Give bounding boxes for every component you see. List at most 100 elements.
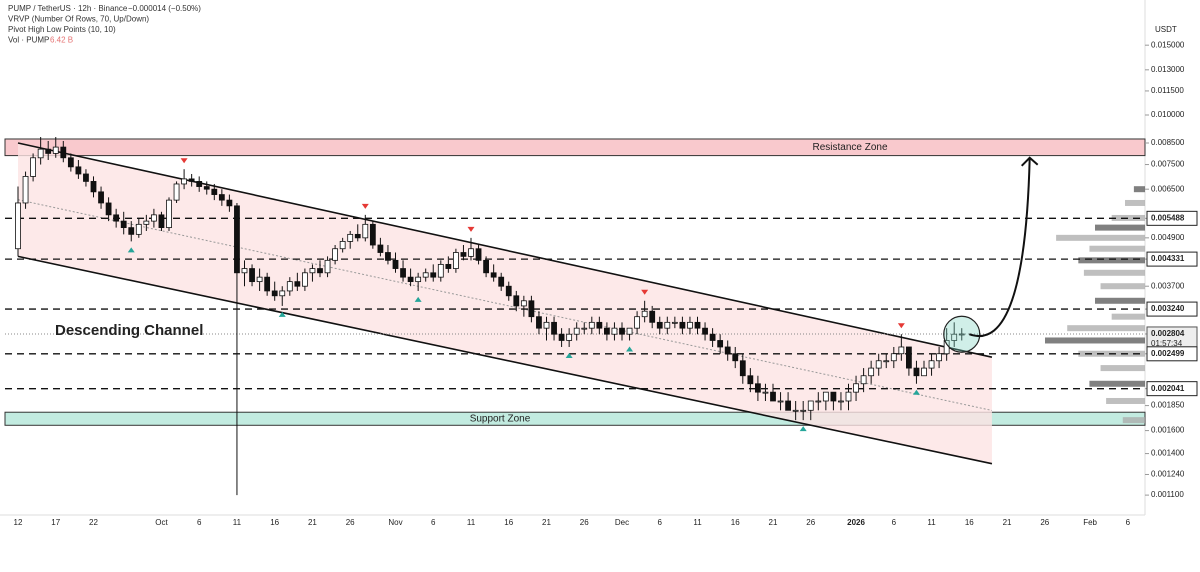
countdown: 01:57:34 — [1151, 339, 1183, 348]
candle-body — [150, 214, 157, 222]
candle-body — [294, 281, 301, 287]
candle-body — [626, 327, 633, 335]
y-tick-label: 0.008500 — [1151, 138, 1185, 147]
candle-body — [166, 199, 172, 229]
x-tick-label: 22 — [89, 518, 98, 527]
candle-body — [958, 333, 965, 336]
x-tick-label: 26 — [806, 518, 815, 527]
y-tick-label: 0.013000 — [1151, 65, 1185, 74]
candle-body — [173, 183, 180, 201]
candle-body — [656, 321, 663, 329]
candle-body — [324, 259, 331, 274]
candle-body — [528, 300, 535, 318]
pivot-low-marker — [912, 389, 920, 395]
volume-profile-bar — [1100, 365, 1145, 372]
candle-body — [785, 400, 791, 411]
candle-body — [702, 327, 708, 335]
candle-body — [853, 383, 859, 393]
level-label-box — [1146, 251, 1198, 267]
candle-body — [807, 400, 814, 411]
x-tick-label: 6 — [658, 518, 663, 527]
volume-profile-bar — [1122, 417, 1145, 424]
x-tick-label: 11 — [233, 518, 242, 527]
legend-line: Pivot High Low Points (10, 10) — [8, 25, 116, 34]
candle-body — [581, 327, 588, 330]
y-tick-label: 0.002041 — [1151, 384, 1185, 393]
pivot-high-marker — [467, 226, 475, 232]
volume-profile-bar — [1133, 186, 1145, 193]
volume-profile-bar — [1083, 269, 1145, 276]
volume-profile-bar — [1125, 199, 1145, 206]
y-tick-label: 0.015000 — [1151, 40, 1185, 49]
volume-profile-bar — [1106, 397, 1145, 404]
volume-profile-bar — [1095, 224, 1145, 231]
level-label-box — [1146, 346, 1198, 362]
pivot-low-marker — [278, 311, 286, 317]
candle-body — [83, 173, 89, 182]
y-tick-label: 0.003700 — [1151, 281, 1185, 290]
volume-profile-bar — [1095, 297, 1145, 304]
candle-body — [113, 214, 120, 222]
volume-profile-bar — [1111, 313, 1145, 320]
x-tick-label: 21 — [308, 518, 317, 527]
candle-body — [611, 327, 618, 335]
zone-label: Resistance Zone — [812, 142, 887, 153]
y-axis-unit: USDT — [1155, 25, 1177, 34]
candle-body — [649, 310, 656, 323]
x-tick-label: 11 — [927, 518, 936, 527]
x-tick-label: 16 — [270, 518, 279, 527]
candle-body — [913, 367, 920, 377]
candle-body — [317, 268, 323, 274]
candle-body — [181, 178, 188, 185]
x-tick-label: 16 — [504, 518, 513, 527]
candle-body — [596, 321, 603, 329]
x-tick-label: 17 — [51, 518, 60, 527]
candle-body — [60, 146, 67, 159]
y-tick-label: 0.010000 — [1151, 110, 1185, 119]
candle-body — [875, 360, 882, 369]
x-tick-label: 21 — [769, 518, 778, 527]
candle-body — [717, 340, 724, 348]
y-tick-label: 0.011500 — [1151, 86, 1184, 95]
candle-body — [52, 146, 59, 154]
x-tick-label: 21 — [542, 518, 551, 527]
channel-line — [17, 142, 993, 358]
volume-total: 6.42 B — [50, 36, 73, 45]
candle-body — [347, 233, 354, 242]
candle-body — [15, 202, 21, 250]
candle-body — [218, 194, 225, 201]
candle-body — [98, 191, 104, 204]
breakout-arrow — [968, 157, 1031, 337]
candle-body — [377, 244, 384, 253]
candle-body — [339, 240, 346, 250]
volume-profile-bar — [1089, 245, 1145, 252]
candle-body — [445, 263, 452, 269]
candle-body — [158, 214, 165, 229]
level-label-box — [1146, 210, 1198, 226]
candle-body — [437, 263, 444, 278]
pivot-low-marker — [626, 346, 634, 352]
candle-body — [709, 333, 716, 341]
candle-body — [755, 383, 761, 393]
y-tick-label: 0.002499 — [1151, 349, 1185, 358]
y-tick-label: 0.003240 — [1151, 304, 1185, 313]
candle-body — [777, 400, 784, 403]
candle-body — [890, 353, 897, 362]
x-tick-label: 6 — [1126, 518, 1131, 527]
candle-body — [921, 367, 927, 377]
candle-body — [143, 220, 150, 225]
candle-body — [226, 199, 233, 207]
candle-body — [898, 346, 905, 355]
candle-body — [566, 333, 573, 341]
candle-body — [800, 409, 807, 412]
candle-body — [271, 290, 278, 297]
candle-body — [838, 400, 844, 403]
channel-line — [17, 255, 993, 465]
candle-body — [513, 295, 520, 307]
x-tick-label: 21 — [1003, 518, 1012, 527]
y-tick-label: 0.006500 — [1151, 184, 1185, 193]
candle-body — [286, 281, 293, 292]
candle-body — [951, 333, 958, 341]
candle-body — [392, 259, 399, 269]
candle-body — [739, 360, 746, 377]
